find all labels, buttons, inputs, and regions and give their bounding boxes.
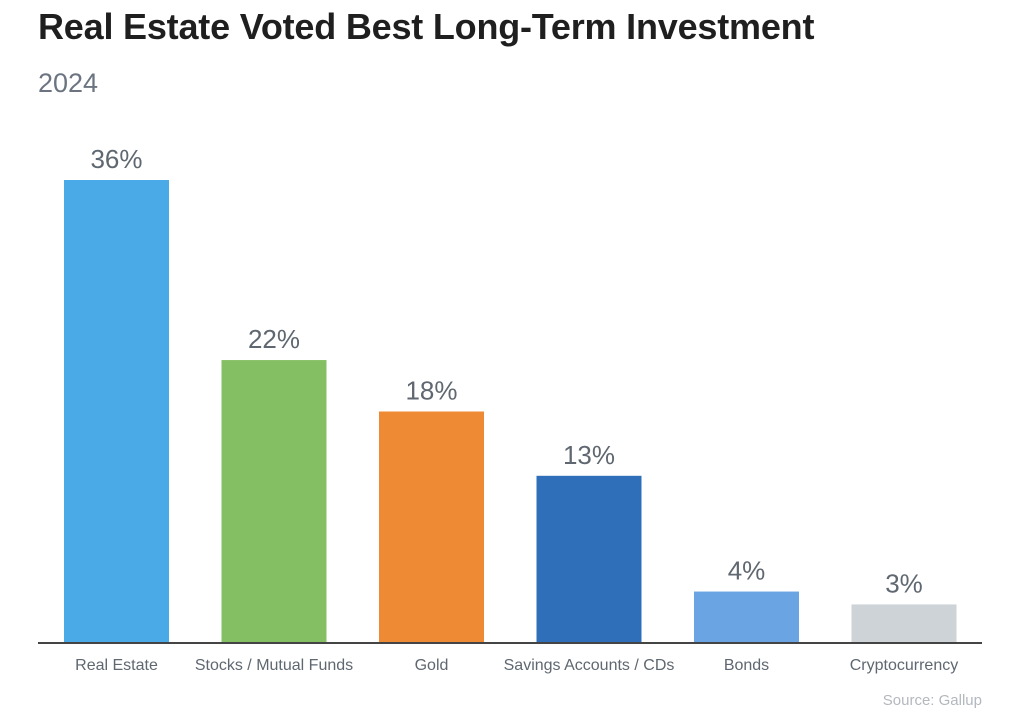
category-tick-label: Stocks / Mutual Funds [195,657,353,674]
bar-real-estate [64,180,169,643]
chart-title: Real Estate Voted Best Long-Term Investm… [38,6,815,47]
value-label: 3% [885,568,923,598]
category-tick-label: Bonds [724,657,769,674]
category-tick-label: Savings Accounts / CDs [504,657,675,674]
bar-gold [379,411,484,643]
value-label: 36% [90,144,142,174]
category-tick-label: Real Estate [75,657,158,674]
value-label: 4% [728,556,766,586]
category-tick-label: Cryptocurrency [850,657,958,674]
source-note: Source: Gallup [882,692,982,709]
value-label: 18% [405,376,457,406]
bar-savings-accounts-cds [536,475,642,643]
chart-subtitle: 2024 [38,68,99,98]
bar-cryptocurrency [851,604,957,643]
bar-bonds [694,591,799,643]
value-label: 22% [248,324,300,354]
value-label: 13% [563,440,615,470]
category-tick-label: Gold [415,657,449,674]
bar-stocks-mutual-funds [221,360,327,643]
